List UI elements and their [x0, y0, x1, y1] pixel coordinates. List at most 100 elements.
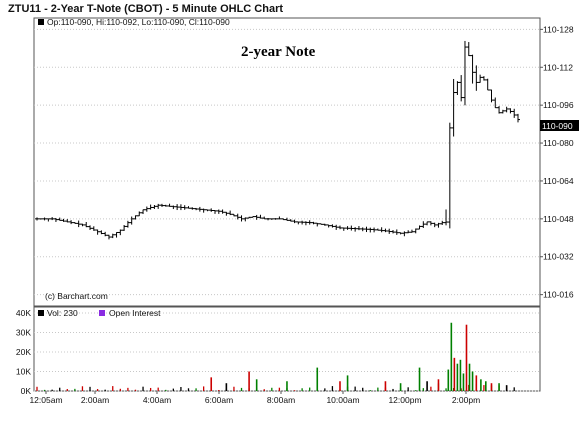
ohlc-bar [250, 216, 255, 218]
ohlc-bar [466, 42, 471, 57]
ohlc-bar [114, 231, 119, 238]
volume-y-tick-label: 20K [16, 347, 31, 357]
ohlc-bar [296, 221, 301, 225]
ohlc-bar [69, 220, 74, 225]
ohlc-bar [292, 219, 297, 224]
ohlc-bar [258, 214, 263, 219]
copyright-text: (c) Barchart.com [45, 291, 108, 301]
volume-legend-swatch [38, 310, 44, 316]
ohlc-bar [462, 40, 467, 106]
ohlc-bar [413, 228, 418, 234]
ohlc-bar [417, 225, 422, 230]
ohlc-legend: Op:110-090, Hi:110-092, Lo:110-090, Cl:1… [47, 17, 230, 27]
ohlc-bar [368, 227, 373, 233]
ohlc-bar [163, 204, 168, 207]
ohlc-bar [326, 224, 331, 228]
ohlc-bar [485, 78, 490, 91]
price-panel [33, 17, 541, 307]
ohlc-bar [425, 221, 430, 226]
ohlc-bar [508, 108, 513, 114]
ohlc-bar [391, 230, 396, 234]
ohlc-bar [118, 229, 123, 236]
ohlc-bar [436, 222, 441, 228]
ohlc-bar [216, 209, 221, 214]
volume-y-tick-label: 0K [21, 386, 32, 396]
ohlc-bar [167, 203, 172, 207]
ohlc-bar [220, 209, 225, 214]
ohlc-bar [42, 217, 47, 221]
volume-y-tick-label: 10K [16, 367, 31, 377]
ohlc-bar [277, 216, 282, 220]
ohlc-bar [61, 218, 66, 222]
ohlc-bar [159, 203, 164, 207]
time-x-tick-label: 2:00pm [452, 395, 480, 405]
ohlc-bar [84, 222, 89, 228]
ohlc-bar [171, 205, 176, 210]
ohlc-bar [315, 222, 320, 227]
ohlc-bar [341, 227, 346, 231]
time-x-tick-label: 8:00am [267, 395, 295, 405]
ohlc-bar [322, 223, 327, 226]
ohlc-bar [493, 97, 498, 109]
ohlc-bar [504, 106, 509, 113]
ohlc-bar [372, 227, 377, 233]
price-y-tick-label: 110-016 [543, 290, 574, 300]
time-x-axis: 12:05am 2:00am 4:00am 6:00am 8:00am 10:00am 12… [29, 391, 480, 405]
ohlc-bar [428, 221, 433, 226]
ohlc-bar [95, 229, 100, 235]
ohlc-bar [364, 226, 369, 233]
price-y-tick-label: 110-080 [543, 138, 574, 148]
ohlc-bar [284, 217, 289, 221]
ohlc-bar [337, 225, 342, 230]
time-x-tick-label: 10:00am [326, 395, 359, 405]
ohlc-bar [129, 216, 134, 225]
ohlc-bar [46, 218, 51, 222]
ohlc-bar [273, 218, 278, 220]
ohlc-bar [447, 122, 452, 229]
price-y-tick-label: 110-048 [543, 214, 574, 224]
ohlc-bar [409, 229, 414, 233]
ohlc-bar [182, 205, 187, 210]
ohlc-bar [319, 223, 324, 225]
price-y-tick-label: 110-032 [543, 252, 574, 262]
ohlc-bar [213, 210, 218, 214]
ohlc-bar [512, 108, 517, 118]
ohlc-bar [247, 216, 252, 219]
time-x-tick-label: 4:00am [143, 395, 171, 405]
ohlc-bar [307, 220, 312, 225]
ohlc-bar [394, 229, 399, 235]
time-x-tick-label: 6:00am [205, 395, 233, 405]
ohlc-bar [303, 221, 308, 226]
ohlc-bar [228, 210, 233, 216]
ohlc-bar [186, 206, 191, 209]
ohlc-bar [103, 231, 108, 237]
ohlc-bar [80, 223, 85, 227]
ohlc-bar [455, 81, 460, 95]
time-x-tick-label: 12:05am [29, 395, 62, 405]
ohlc-bar [459, 75, 464, 102]
ohlc-bar [311, 221, 316, 225]
ohlc-bar [122, 224, 127, 231]
time-x-tick-label: 12:00pm [388, 395, 421, 405]
ohlc-bar [76, 220, 81, 228]
open-interest-legend: Open Interest [109, 308, 161, 318]
open-interest-legend-swatch [99, 310, 105, 316]
ohlc-bar [99, 230, 104, 235]
ohlc-bar [57, 217, 62, 221]
price-y-tick-label: 110-112 [543, 62, 573, 72]
ohlc-bar [205, 209, 210, 212]
ohlc-bar [53, 217, 58, 222]
ohlc-bar [178, 204, 183, 211]
ohlc-bar [152, 205, 157, 209]
ohlc-bar [478, 74, 483, 83]
volume-y-tick-label: 40K [16, 308, 31, 318]
ohlc-bar [500, 109, 505, 114]
current-price-marker [540, 120, 579, 131]
ohlc-bar [243, 217, 248, 222]
time-x-tick-label: 2:00am [81, 395, 109, 405]
ohlc-bar [269, 218, 274, 220]
ohlc-bar [137, 211, 142, 217]
ohlc-bar [141, 209, 146, 215]
ohlc-legend-swatch [38, 19, 44, 25]
